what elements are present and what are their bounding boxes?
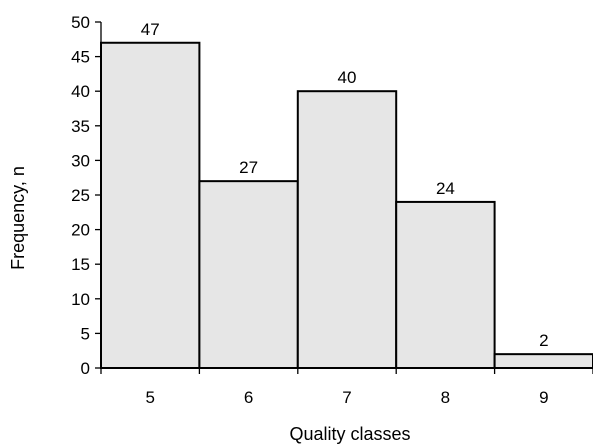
data-label-7: 40 — [338, 68, 357, 87]
y-tick-label-15: 15 — [71, 255, 90, 274]
y-tick-label-0: 0 — [81, 359, 90, 378]
y-tick-label-10: 10 — [71, 290, 90, 309]
x-tick-label-7: 7 — [342, 388, 351, 407]
y-tick-label-35: 35 — [71, 117, 90, 136]
data-label-6: 27 — [239, 158, 258, 177]
data-label-9: 2 — [539, 331, 548, 350]
data-label-5: 47 — [141, 20, 160, 39]
y-tick-label-40: 40 — [71, 82, 90, 101]
x-tick-label-5: 5 — [145, 388, 154, 407]
y-tick-label-5: 5 — [81, 324, 90, 343]
bar-9 — [493, 353, 593, 370]
bar-6 — [198, 180, 299, 369]
x-tick-label-6: 6 — [244, 388, 253, 407]
y-tick-label-25: 25 — [71, 186, 90, 205]
bar-5 — [100, 41, 201, 369]
y-tick-label-50: 50 — [71, 13, 90, 32]
x-axis-title: Quality classes — [289, 424, 410, 444]
bar-8 — [395, 200, 496, 369]
x-tick-label-9: 9 — [539, 388, 548, 407]
x-tick-label-8: 8 — [441, 388, 450, 407]
y-tick-label-45: 45 — [71, 48, 90, 67]
bars-group — [100, 41, 593, 370]
bar-7 — [296, 90, 398, 369]
x-ticks-group: 5 6 7 8 9 — [100, 368, 593, 407]
data-label-8: 24 — [436, 179, 455, 198]
y-tick-label-30: 30 — [71, 151, 90, 170]
y-tick-label-20: 20 — [71, 221, 90, 240]
y-axis-title: Frequency, n — [8, 166, 28, 270]
y-ticks-group: 0 5 10 15 20 25 30 35 40 45 50 — [71, 13, 101, 378]
data-labels-group: 47 27 40 24 2 — [141, 20, 549, 350]
